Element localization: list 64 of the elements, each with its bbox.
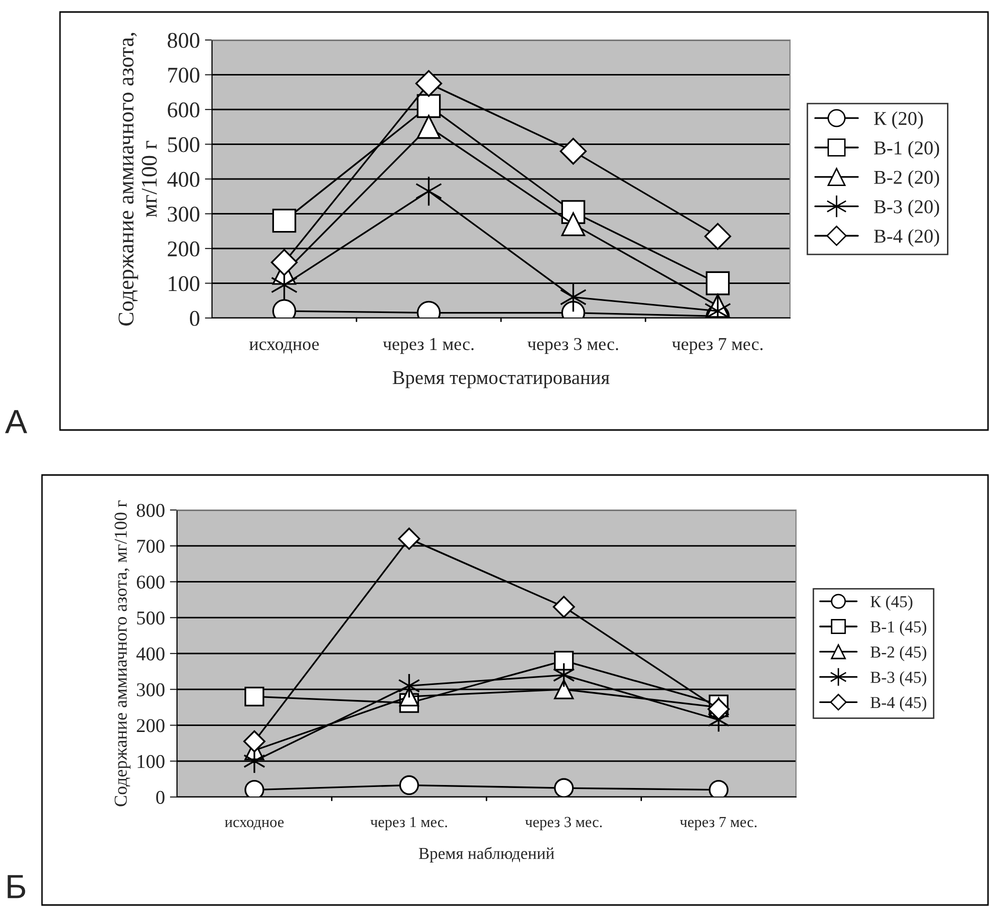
y-tick-label: 400 [136,647,164,660]
x-tick-label: через 7 мес. [680,817,757,830]
x-axis-title: Время термостатирования [392,371,610,388]
point [552,596,575,618]
y-tick-label: 300 [168,206,200,222]
y-axis-title: Содержание аммиачного азота, мг/100 г [118,32,157,326]
y-tick-label: 700 [168,68,200,83]
x-tick-label: через 3 мес. [528,338,618,354]
point [708,698,730,720]
y-tick-label: 700 [137,540,164,553]
y-tick-label: 500 [168,137,200,152]
y-tick-label: 0 [190,310,200,326]
x-tick-label: исходное [249,341,319,354]
legend-label: В-4 (20) [874,229,940,247]
legend-label: В-4 (45) [870,696,926,712]
x-tick-label: через 7 мес. [672,338,763,354]
y-tick-label: 100 [138,754,164,768]
text: А [5,410,28,434]
point [706,271,730,296]
point [398,528,420,550]
legend-label: К (20) [874,111,923,130]
legend-label: В-3 (45) [870,671,926,686]
point [243,730,266,752]
y-tick-label: 800 [136,504,164,517]
y-tick-label: 600 [168,102,200,118]
legend-label: В-2 (20) [874,170,940,188]
y-tick-label: 300 [136,683,164,696]
y-tick-label: 400 [167,172,200,187]
y-tick-label: 800 [168,32,200,48]
x-tick-label: исходное [224,820,284,830]
point [708,780,728,797]
legend-label: К (45) [870,596,912,611]
point [552,662,575,688]
point [244,780,264,797]
point [399,686,419,706]
y-axis-title: Содержание аммиачного азота, мг/100 г [114,500,130,806]
point [415,176,442,206]
legend-label: В-3 (20) [874,200,940,218]
point [554,650,574,671]
point [272,208,296,233]
x-axis-title: Время наблюдений [418,846,554,862]
text: Б [8,875,26,898]
y-tick-label: 200 [168,241,200,256]
point [554,778,574,797]
point [415,70,442,97]
point [399,775,419,796]
point [554,680,574,700]
legend-label: В-2 (45) [870,646,926,662]
point [416,94,441,118]
y-tick-label: 100 [168,276,200,292]
x-tick-label: через 1 мес. [370,816,448,830]
point [398,673,420,698]
x-tick-label: через 1 мес. [383,338,474,354]
point [270,248,298,276]
point [560,138,587,165]
y-tick-label: 500 [137,611,164,625]
point [704,222,732,250]
legend-label: В-1 (20) [874,140,940,158]
legend-label: В-1 (45) [870,620,926,636]
y-tick-label: 200 [136,719,164,732]
point [244,686,264,706]
y-tick-label: 600 [136,576,164,589]
y-tick-label: 0 [156,790,164,804]
x-tick-label: через 3 мес. [525,816,602,830]
